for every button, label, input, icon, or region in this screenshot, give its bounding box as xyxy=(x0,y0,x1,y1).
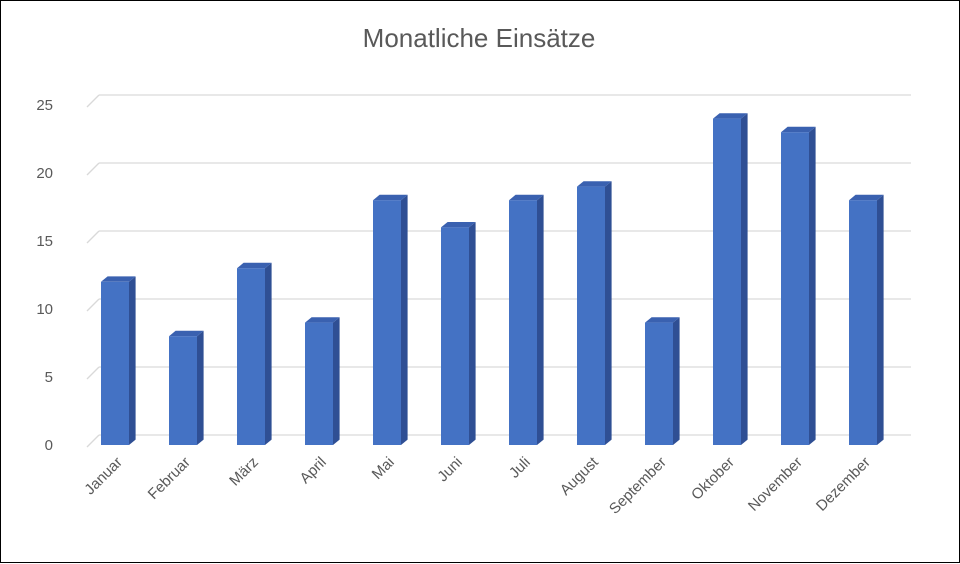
bar-mai xyxy=(373,194,408,445)
bar-side xyxy=(605,181,612,445)
x-tick-label-dezember: Dezember xyxy=(813,454,874,515)
x-tick-label-juli: Juli xyxy=(506,454,534,482)
y-axis: 0 5 10 15 20 25 xyxy=(36,97,53,454)
bar-top xyxy=(713,113,748,119)
y-tick-label-15: 15 xyxy=(36,233,53,250)
x-tick-label-juni: Juni xyxy=(434,454,465,485)
gridline-side-20 xyxy=(86,162,100,176)
bar-front xyxy=(101,281,129,445)
bar-front xyxy=(237,268,265,445)
bar-top xyxy=(577,181,612,187)
bar-front xyxy=(713,118,741,445)
y-tick-label-25: 25 xyxy=(36,97,53,114)
x-tick-label-november: November xyxy=(745,454,806,515)
bar-top xyxy=(237,262,272,269)
gridline-side-5 xyxy=(86,366,100,380)
gridlines xyxy=(86,94,911,448)
bar-november xyxy=(781,126,816,446)
bar-top xyxy=(101,276,136,282)
bar-top xyxy=(441,222,476,228)
gridline-side-10 xyxy=(86,298,100,312)
bar-juni xyxy=(441,222,476,445)
x-tick-label-mai: Mai xyxy=(369,454,398,483)
bar-side xyxy=(197,330,204,445)
bar-side xyxy=(333,317,340,445)
x-axis: Januar Februar März April Mai Juni Juli August S… xyxy=(81,453,873,517)
bar-side xyxy=(537,194,544,445)
x-tick-label-januar: Januar xyxy=(81,454,125,498)
gridline-side-25 xyxy=(86,94,100,108)
bar-top xyxy=(169,330,204,337)
bar-side xyxy=(129,276,136,445)
x-tick-label-april: April xyxy=(297,454,330,487)
bar-dezember xyxy=(849,194,884,445)
y-tick-label-20: 20 xyxy=(36,165,53,182)
bar-side xyxy=(877,194,884,445)
y-tick-label-0: 0 xyxy=(45,437,53,454)
bar-side xyxy=(401,194,408,445)
bar-april xyxy=(305,317,340,445)
bar-top xyxy=(645,317,680,323)
bar-side xyxy=(741,113,748,445)
bar-januar xyxy=(101,276,136,445)
bar-front xyxy=(441,227,469,445)
bar-side xyxy=(265,262,272,445)
bar-front xyxy=(509,200,537,445)
x-tick-label-februar: Februar xyxy=(145,454,194,503)
x-tick-label-märz: März xyxy=(226,454,262,490)
x-tick-label-oktober: Oktober xyxy=(688,454,738,504)
bar-front xyxy=(169,336,197,445)
bar-top xyxy=(781,126,816,133)
x-tick-label-september: September xyxy=(606,454,670,518)
bar-front xyxy=(577,186,605,445)
chart-title: Monatliche Einsätze xyxy=(363,23,596,53)
y-tick-label-5: 5 xyxy=(45,369,53,386)
bar-side xyxy=(673,317,680,445)
bar-side xyxy=(469,222,476,445)
x-tick-label-august: August xyxy=(557,453,603,499)
gridline-side-0 xyxy=(86,434,100,448)
bar-top xyxy=(305,317,340,323)
bars xyxy=(101,113,884,446)
bar-top xyxy=(849,194,884,201)
bar-top xyxy=(373,194,408,201)
bar-front xyxy=(305,322,333,445)
bar-februar xyxy=(169,330,204,445)
bar-juli xyxy=(509,194,544,445)
bar-märz xyxy=(237,262,272,445)
bar-top xyxy=(509,194,544,201)
bar-side xyxy=(809,126,816,446)
bar-front xyxy=(373,200,401,445)
y-tick-label-10: 10 xyxy=(36,301,53,318)
bar-august xyxy=(577,181,612,445)
gridline-side-15 xyxy=(86,230,100,244)
bar-september xyxy=(645,317,680,445)
bar-front xyxy=(645,322,673,445)
bar-front xyxy=(849,200,877,445)
bar-front xyxy=(781,132,809,445)
bar-oktober xyxy=(713,113,748,445)
